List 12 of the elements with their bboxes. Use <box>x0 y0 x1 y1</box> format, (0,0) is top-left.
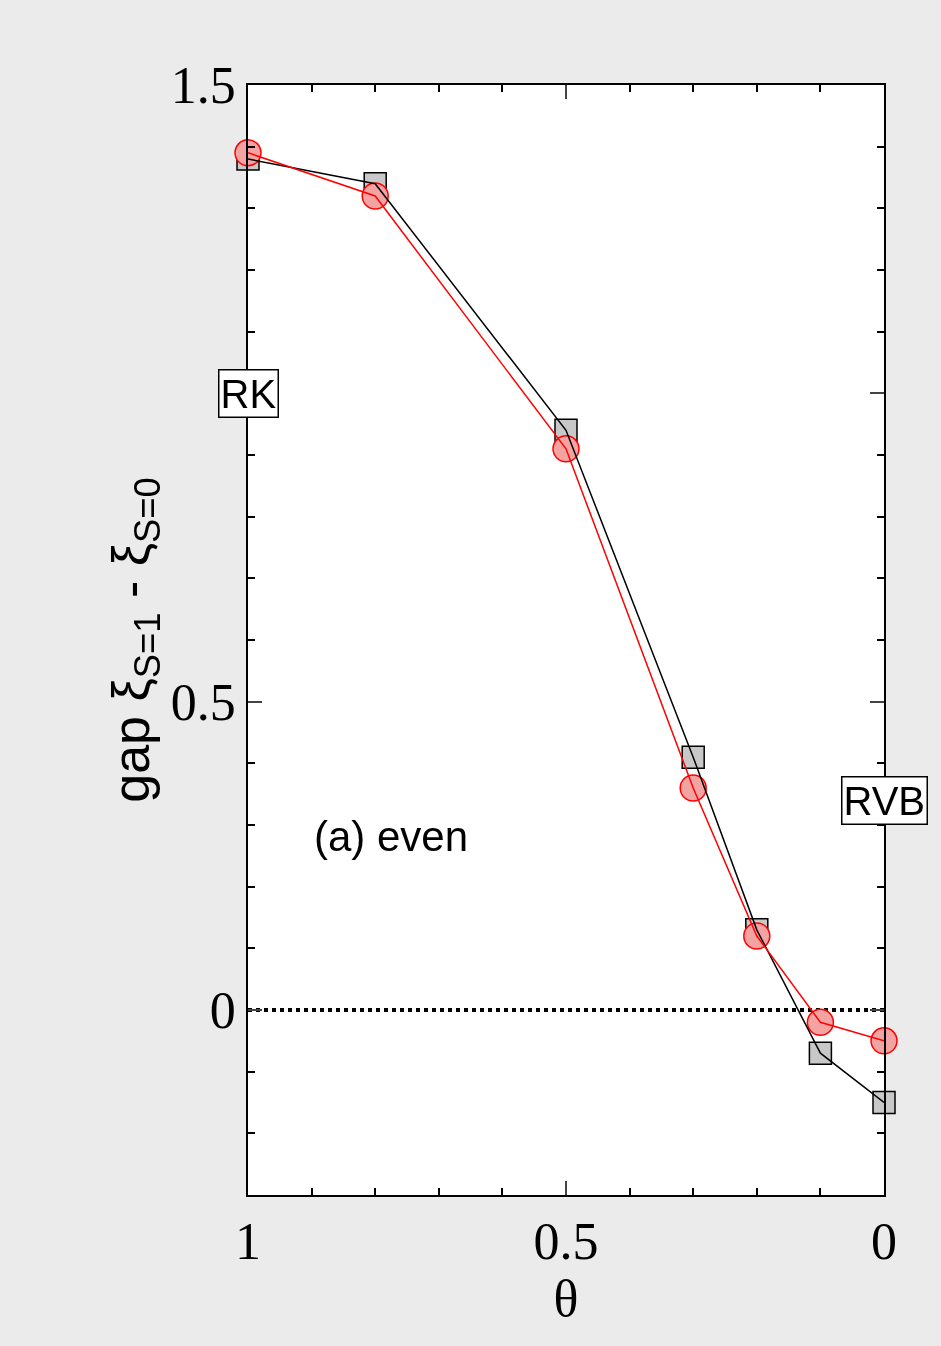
annotation: RK <box>220 371 277 416</box>
x-tick-label: 0 <box>871 1213 897 1271</box>
y-tick-label: 1.5 <box>170 57 236 115</box>
x-tick-label: 1 <box>235 1213 261 1271</box>
annotation: (a) even <box>314 813 469 860</box>
point <box>806 1008 835 1037</box>
annotation: RVB <box>843 778 926 823</box>
point <box>808 1041 833 1065</box>
x-axis-title: θ <box>553 1270 579 1328</box>
y-tick-label: 0 <box>209 982 236 1040</box>
y-tick-label: 0.5 <box>170 673 236 731</box>
x-tick-label: 0.5 <box>533 1213 599 1271</box>
